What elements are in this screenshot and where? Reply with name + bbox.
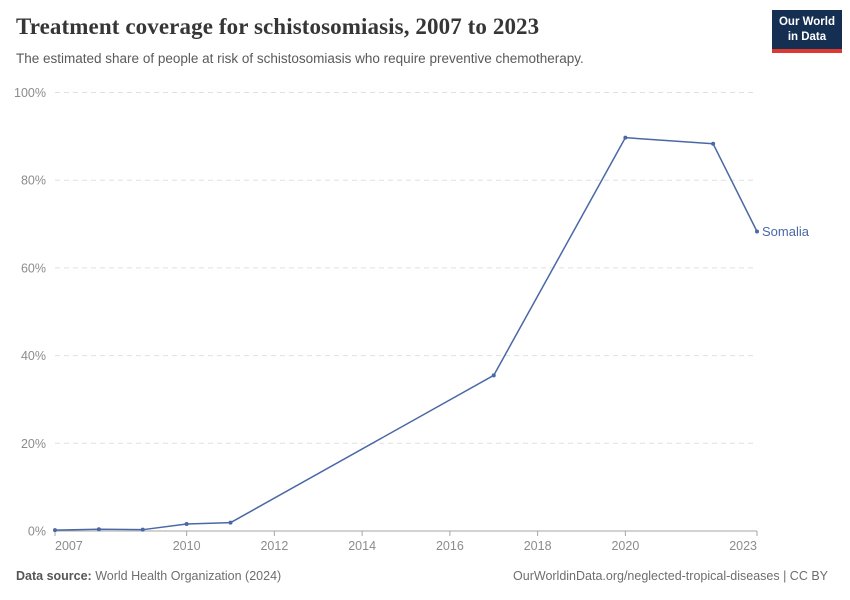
data-point[interactable] (711, 141, 716, 146)
owid-logo-line2: in Data (787, 31, 827, 44)
chart-subtitle: The estimated share of people at risk of… (16, 51, 584, 66)
x-tick-label: 2018 (524, 539, 552, 553)
data-point[interactable] (623, 135, 628, 140)
y-tick-label: 60% (21, 261, 46, 275)
data-point[interactable] (140, 527, 145, 532)
data-source-label: Data source: (16, 569, 92, 583)
x-tick-label: 2023 (729, 539, 757, 553)
y-tick-label: 100% (14, 86, 46, 100)
data-point[interactable] (53, 528, 57, 533)
data-point[interactable] (755, 229, 759, 234)
x-tick-label: 2020 (611, 539, 639, 553)
data-point[interactable] (228, 520, 233, 525)
data-point[interactable] (96, 527, 101, 532)
y-tick-label: 40% (21, 349, 46, 363)
owid-logo-line1: Our World (778, 16, 835, 28)
x-tick-label: 2007 (55, 539, 83, 553)
owid-logo[interactable]: Our World in Data (771, 10, 842, 54)
data-point[interactable] (184, 521, 189, 526)
data-source-value: World Health Organization (2024) (91, 569, 282, 583)
data-point[interactable] (491, 373, 496, 378)
chart-title: Treatment coverage for schistosomiasis, … (16, 14, 540, 39)
data-line[interactable] (54, 136, 758, 531)
y-tick-label: 0% (28, 525, 46, 539)
owid-link[interactable]: OurWorldinData.org/neglected-tropical-di… (513, 569, 828, 583)
series-end-label: Somalia (762, 224, 810, 239)
x-tick-label: 2016 (436, 539, 464, 553)
x-tick-label: 2010 (173, 539, 201, 553)
x-tick-label: 2012 (260, 539, 288, 553)
y-tick-label: 20% (21, 437, 46, 451)
x-tick-label: 2014 (348, 539, 376, 553)
y-tick-label: 80% (21, 174, 46, 188)
data-source: Data source: World Health Organization (… (16, 569, 281, 583)
